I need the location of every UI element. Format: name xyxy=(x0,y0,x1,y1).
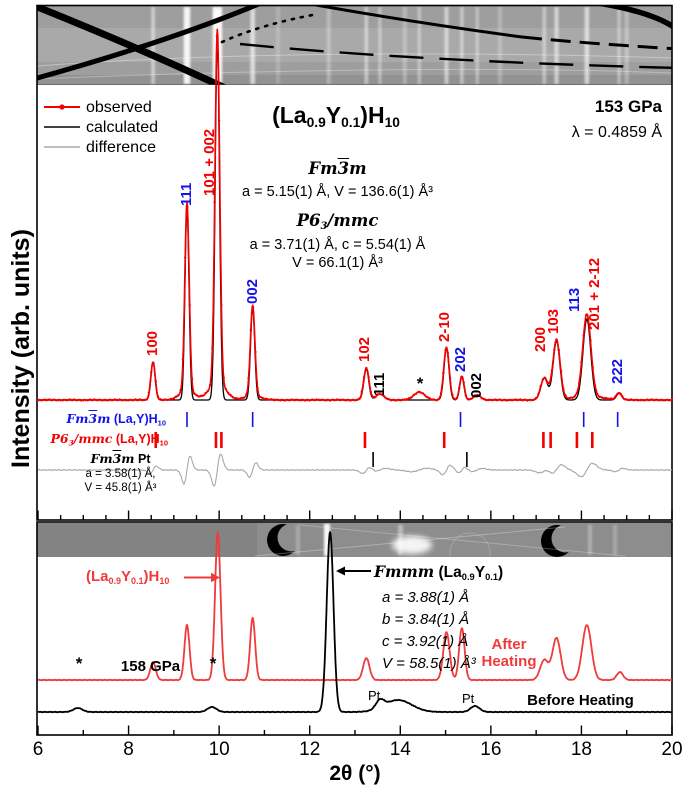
x-tick-label-18: 18 xyxy=(570,739,592,760)
annotation-arrows xyxy=(184,566,371,583)
axis-ticks xyxy=(37,510,673,735)
detector-strip-bottom xyxy=(37,522,673,557)
before-heating-curve xyxy=(37,531,673,714)
difference-curve xyxy=(37,453,673,487)
detector-strip-top xyxy=(37,6,673,85)
tick-row-fm3m-LaYH10 xyxy=(186,412,619,427)
after-heating-curve xyxy=(37,531,673,682)
x-tick-label-12: 12 xyxy=(299,739,321,760)
observed-markers xyxy=(36,34,674,402)
x-tick-label-14: 14 xyxy=(389,739,411,760)
legend-samples xyxy=(44,104,80,148)
tick-row-fm3m-Pt xyxy=(372,452,468,467)
x-tick-label-20: 20 xyxy=(661,739,683,760)
bottom-plot-area xyxy=(37,557,672,735)
x-tick-label-16: 16 xyxy=(480,739,502,760)
tick-row-p63mmc-LaYH10 xyxy=(154,432,594,448)
x-tick-label-6: 6 xyxy=(32,739,44,760)
x-tick-label-10: 10 xyxy=(208,739,230,760)
main-plot-area xyxy=(37,85,672,520)
x-tick-label-8: 8 xyxy=(123,739,134,760)
